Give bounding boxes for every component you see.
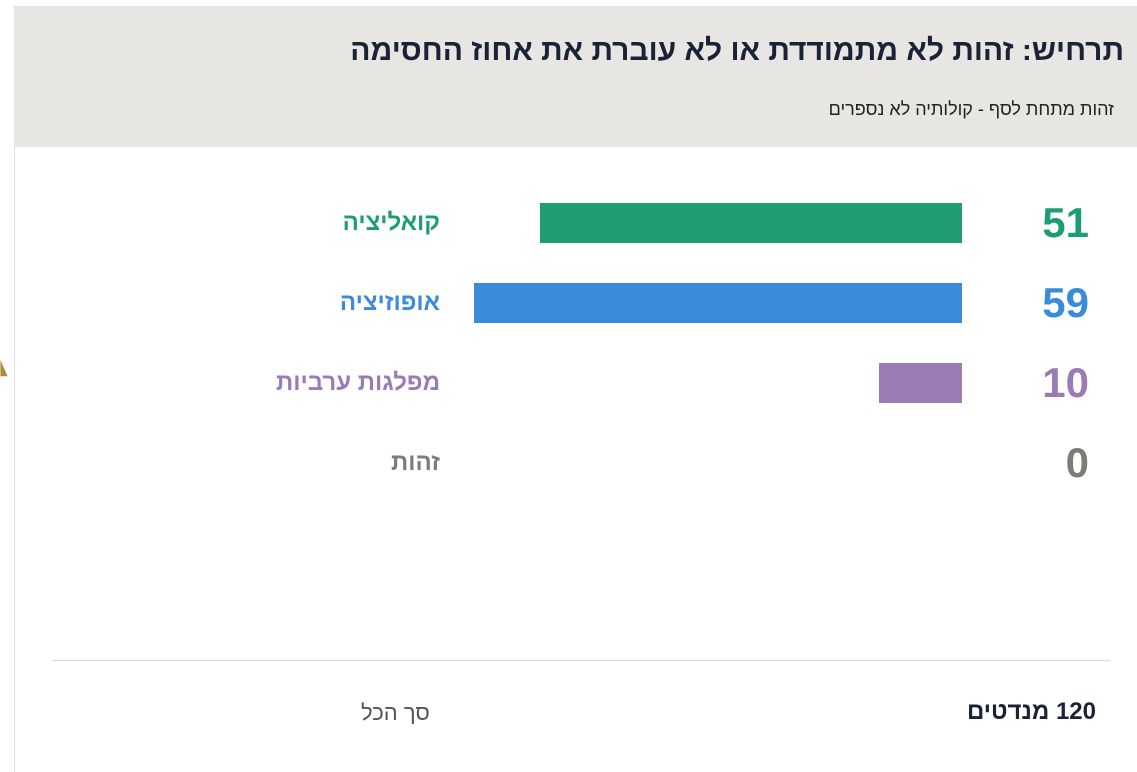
- page-title: תרחיש: זהות לא מתמודדת או לא עוברת את אח…: [350, 34, 1124, 67]
- chart-row: 10 מפלגות ערביות: [15, 360, 1137, 406]
- category-label: זהות: [391, 449, 440, 476]
- category-label: מפלגות ערביות: [276, 369, 440, 396]
- scenario-card: תרחיש: זהות לא מתמודדת או לא עוברת את אח…: [14, 6, 1137, 772]
- total-seats-value: 120 מנדטים: [966, 698, 1096, 725]
- total-seats-label: סך הכל: [361, 700, 430, 725]
- category-label: קואליציה: [342, 209, 440, 236]
- seat-count-label: 10: [1042, 359, 1089, 406]
- seat-bar: [879, 363, 962, 403]
- divider: [53, 660, 1110, 661]
- page-subtitle: זהות מתחת לסף - קולותיה לא נספרים: [828, 99, 1114, 119]
- category-label: אופוזיציה: [339, 289, 440, 316]
- chart-row: 0 זהות: [15, 440, 1137, 486]
- side-arrow-icon: [0, 360, 8, 377]
- seat-count-label: 0: [1065, 439, 1089, 486]
- seat-count-label: 59: [1042, 279, 1089, 326]
- chart-row: 59 אופוזיציה: [15, 280, 1137, 326]
- seat-count-label: 51: [1042, 199, 1089, 246]
- card-header: תרחיש: זהות לא מתמודדת או לא עוברת את אח…: [15, 6, 1137, 147]
- seat-bar: [540, 203, 962, 243]
- seat-bar: [474, 283, 962, 323]
- chart-row: 51 קואליציה: [15, 200, 1137, 246]
